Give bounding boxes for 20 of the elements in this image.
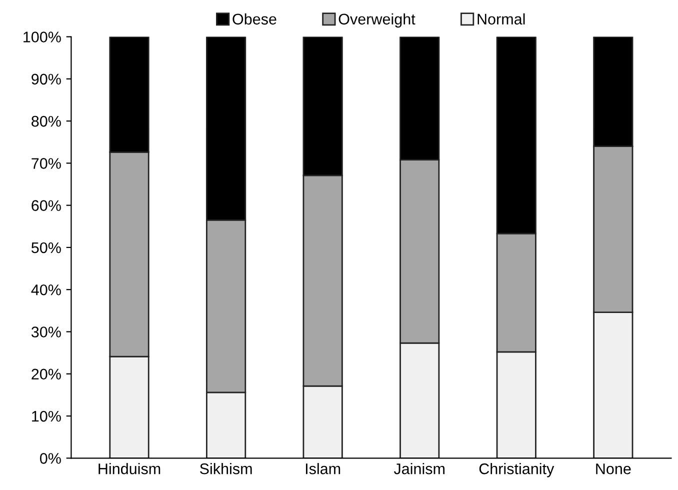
y-tick-label: 30% xyxy=(31,326,61,338)
x-tick-label: Christianity xyxy=(479,463,554,478)
y-tick-label: 90% xyxy=(32,74,61,85)
y-tick-label: 10% xyxy=(32,410,61,422)
legend-label: Normal xyxy=(478,13,525,25)
x-tick-label: Jainism xyxy=(394,463,444,474)
x-tick-label: Sikhism xyxy=(200,463,252,474)
y-tick-label: 80% xyxy=(32,116,61,127)
y-tick-label: 50% xyxy=(32,242,61,254)
legend-label: Obese xyxy=(232,13,276,25)
x-tick-label: Islam xyxy=(306,463,340,474)
x-tick-label: Hinduism xyxy=(98,463,160,474)
y-tick-label: 70% xyxy=(32,158,61,169)
y-tick-label: 20% xyxy=(32,368,61,380)
y-tick-label: 0% xyxy=(40,453,61,464)
legend-label: Overweight xyxy=(338,13,416,28)
y-tick-label: 100% xyxy=(24,32,61,42)
y-tick-label: 40% xyxy=(31,284,61,296)
y-tick-label: 60% xyxy=(32,200,61,211)
x-tick-label: None xyxy=(596,464,631,474)
